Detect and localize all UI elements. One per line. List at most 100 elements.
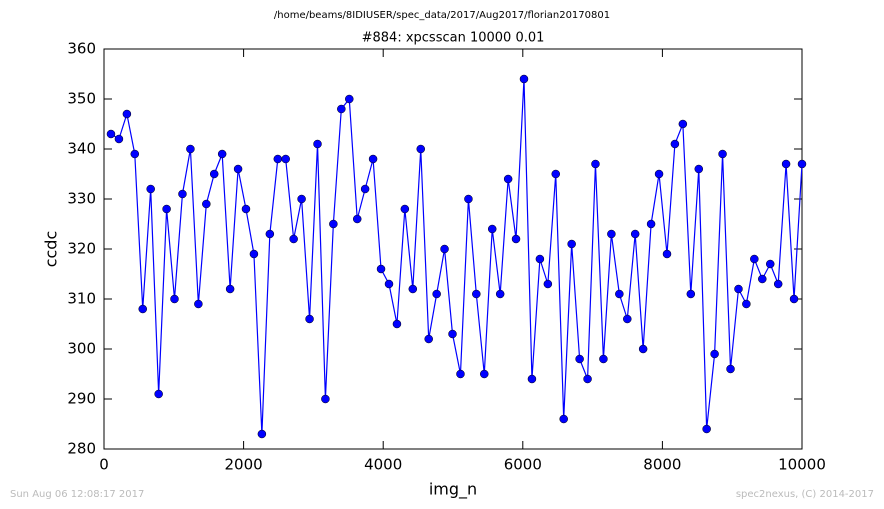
- data-point: [734, 284, 743, 294]
- data-point: [781, 159, 791, 169]
- data-point: [186, 144, 195, 154]
- suptitle: /home/beams/8IDIUSER/spec_data/2017/Aug2…: [274, 10, 610, 21]
- y-tick-label: 280: [67, 440, 96, 458]
- data-point: [114, 134, 124, 144]
- data-point: [480, 369, 489, 379]
- data-point: [456, 369, 465, 379]
- data-point: [178, 189, 187, 199]
- data-point: [416, 144, 426, 154]
- data-point: [225, 284, 235, 294]
- data-point: [773, 279, 783, 289]
- x-tick-label: 10000: [778, 456, 826, 474]
- data-point: [313, 139, 322, 149]
- data-point: [662, 249, 672, 259]
- y-tick-label: 320: [67, 240, 96, 258]
- data-point: [726, 364, 735, 374]
- data-point: [321, 394, 330, 404]
- y-tick-label: 360: [67, 40, 96, 58]
- data-point: [122, 109, 132, 119]
- data-point: [567, 239, 576, 249]
- data-point: [543, 279, 553, 289]
- data-point: [273, 154, 283, 164]
- data-point: [758, 274, 767, 284]
- data-point: [718, 149, 727, 159]
- data-point: [464, 194, 473, 204]
- data-point: [750, 254, 759, 264]
- data-point: [615, 289, 624, 299]
- data-point: [352, 214, 362, 224]
- data-point: [233, 164, 243, 174]
- data-point: [345, 94, 354, 104]
- data-point: [599, 354, 608, 364]
- data-point: [297, 194, 306, 204]
- data-point: [495, 289, 505, 299]
- plot-frame: [103, 48, 803, 450]
- data-point: [368, 154, 378, 164]
- y-tick-label: 340: [67, 140, 96, 158]
- data-point: [130, 149, 140, 159]
- x-tick-label: 2000: [225, 456, 263, 474]
- data-point: [162, 204, 171, 214]
- data-point: [559, 414, 568, 424]
- data-point: [472, 289, 481, 299]
- data-point: [209, 169, 219, 179]
- data-point: [400, 204, 410, 214]
- data-point: [487, 224, 497, 234]
- data-point: [146, 184, 155, 194]
- data-point: [138, 304, 147, 314]
- x-axis-label: img_n: [429, 480, 477, 500]
- data-point: [289, 234, 298, 244]
- data-point: [654, 169, 664, 179]
- data-point: [202, 199, 211, 209]
- y-axis-label: ccdc: [42, 231, 61, 268]
- data-point: [670, 139, 680, 149]
- data-point: [376, 264, 386, 274]
- data-point: [765, 259, 775, 269]
- data-point: [607, 229, 616, 239]
- chart-title: #884: xpcsscan 10000 0.01: [362, 31, 545, 46]
- footer-timestamp: Sun Aug 06 12:08:17 2017: [10, 489, 144, 500]
- y-tick-label: 310: [67, 290, 96, 308]
- data-point: [511, 234, 521, 244]
- y-tick-label: 300: [67, 340, 96, 358]
- data-line: [110, 78, 803, 435]
- data-point: [630, 229, 640, 239]
- data-point: [623, 314, 632, 324]
- data-point: [702, 424, 711, 434]
- data-point: [106, 129, 116, 139]
- data-point: [170, 294, 179, 304]
- data-point: [527, 374, 537, 384]
- data-point: [535, 254, 545, 264]
- data-point: [241, 204, 251, 214]
- data-point: [789, 294, 799, 304]
- data-point: [432, 289, 441, 299]
- data-point: [686, 289, 696, 299]
- data-point: [257, 429, 267, 439]
- data-point: [329, 219, 338, 229]
- data-point: [638, 344, 648, 354]
- data-point: [360, 184, 370, 194]
- x-tick-label: 8000: [643, 456, 681, 474]
- data-point: [194, 299, 203, 309]
- data-point: [575, 354, 584, 364]
- y-tick-label: 350: [67, 90, 96, 108]
- x-tick-label: 6000: [504, 456, 542, 474]
- data-point: [742, 299, 751, 309]
- data-point: [408, 284, 418, 294]
- data-point: [384, 279, 394, 289]
- data-point: [694, 164, 704, 174]
- data-point: [583, 374, 592, 384]
- data-point: [265, 229, 275, 239]
- data-point: [503, 174, 513, 184]
- data-point: [424, 334, 433, 344]
- data-point: [440, 244, 449, 254]
- data-point: [710, 349, 719, 359]
- data-point: [448, 329, 457, 339]
- data-point: [797, 159, 807, 169]
- x-tick-label: 0: [99, 456, 109, 474]
- data-point: [392, 319, 402, 329]
- footer-credit: spec2nexus, (C) 2014-2017: [736, 489, 874, 500]
- data-point: [249, 249, 259, 259]
